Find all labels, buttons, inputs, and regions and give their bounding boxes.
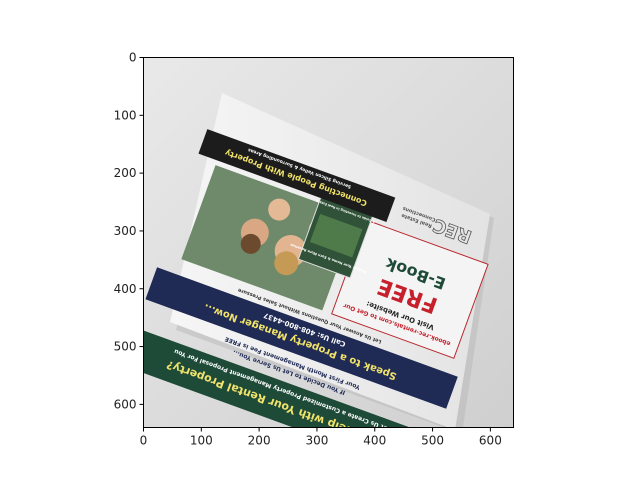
y-tick-label: 200 xyxy=(114,166,137,180)
y-tick-label: 0 xyxy=(129,51,137,65)
x-tick-label: 100 xyxy=(190,434,213,448)
book-cover-art xyxy=(309,213,363,258)
y-tick-label: 600 xyxy=(114,397,137,411)
hair-1 xyxy=(274,251,299,276)
y-tick-label: 500 xyxy=(114,340,137,354)
axes-frame xyxy=(143,57,514,428)
photo: Need Help with Your Rental Property? Let… xyxy=(143,57,514,428)
face-4 xyxy=(268,198,291,221)
y-tick-label: 400 xyxy=(114,282,137,296)
navy-band xyxy=(145,267,458,409)
x-tick-label: 400 xyxy=(363,434,386,448)
x-tick-label: 200 xyxy=(248,434,271,448)
y-axis: 0 100 200 300 400 500 600 xyxy=(114,51,144,411)
family-photo xyxy=(181,165,357,311)
x-tick-label: 600 xyxy=(479,434,502,448)
green-band xyxy=(143,327,436,428)
x-tick-label: 300 xyxy=(305,434,328,448)
tagline-band xyxy=(198,129,396,222)
x-tick-label: 500 xyxy=(421,434,444,448)
x-axis: 0 100 200 300 400 500 600 xyxy=(140,427,502,448)
y-tick-label: 300 xyxy=(114,224,137,238)
y-tick-label: 100 xyxy=(114,108,137,122)
hair-2 xyxy=(240,233,261,254)
x-tick-label: 0 xyxy=(140,434,148,448)
